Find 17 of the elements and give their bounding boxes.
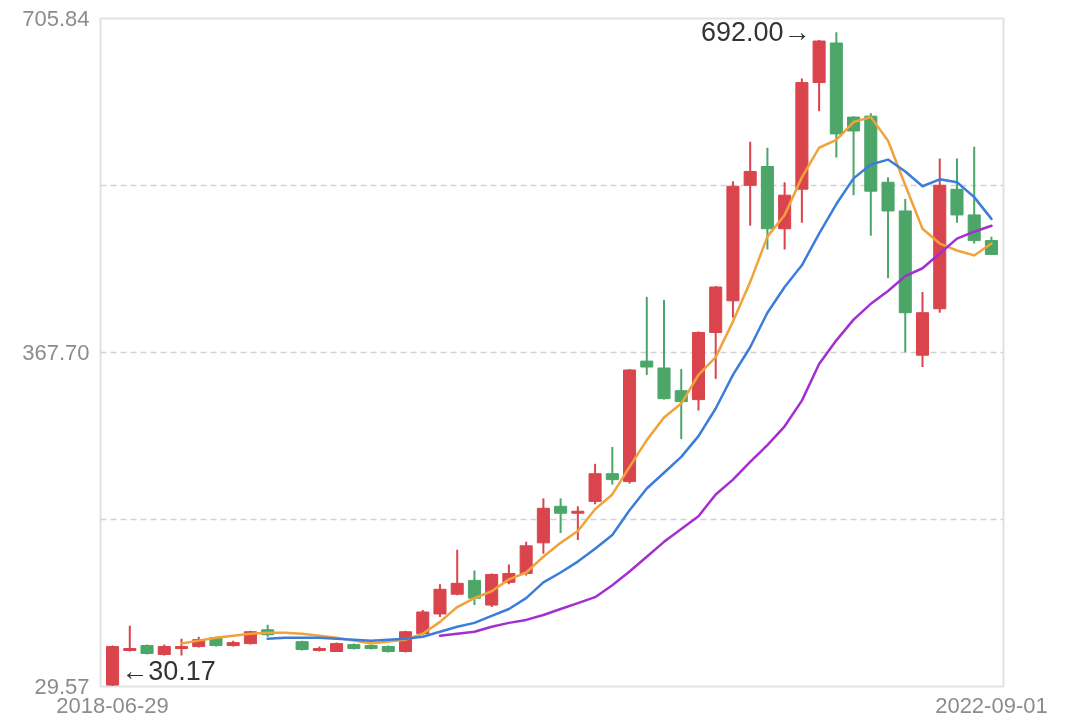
x-tick-label: 2022-09-01 (935, 692, 1048, 718)
line-series (266, 158, 993, 642)
candlestick (743, 140, 757, 227)
candlestick (554, 497, 568, 534)
candlestick (123, 624, 137, 653)
candlestick (640, 295, 654, 376)
candlestick (416, 609, 430, 636)
y-tick-label: 367.70 (22, 340, 90, 365)
candlestick (467, 569, 481, 607)
y-tick-label: 29.57 (34, 674, 90, 699)
candlestick (605, 446, 619, 486)
line-series (438, 224, 993, 637)
y-tick-label: 705.84 (22, 6, 90, 31)
candlestick (450, 548, 464, 597)
candlestick (571, 505, 585, 541)
annotation: ←30.17 (121, 655, 216, 686)
annotation: 692.00→ (700, 17, 811, 48)
